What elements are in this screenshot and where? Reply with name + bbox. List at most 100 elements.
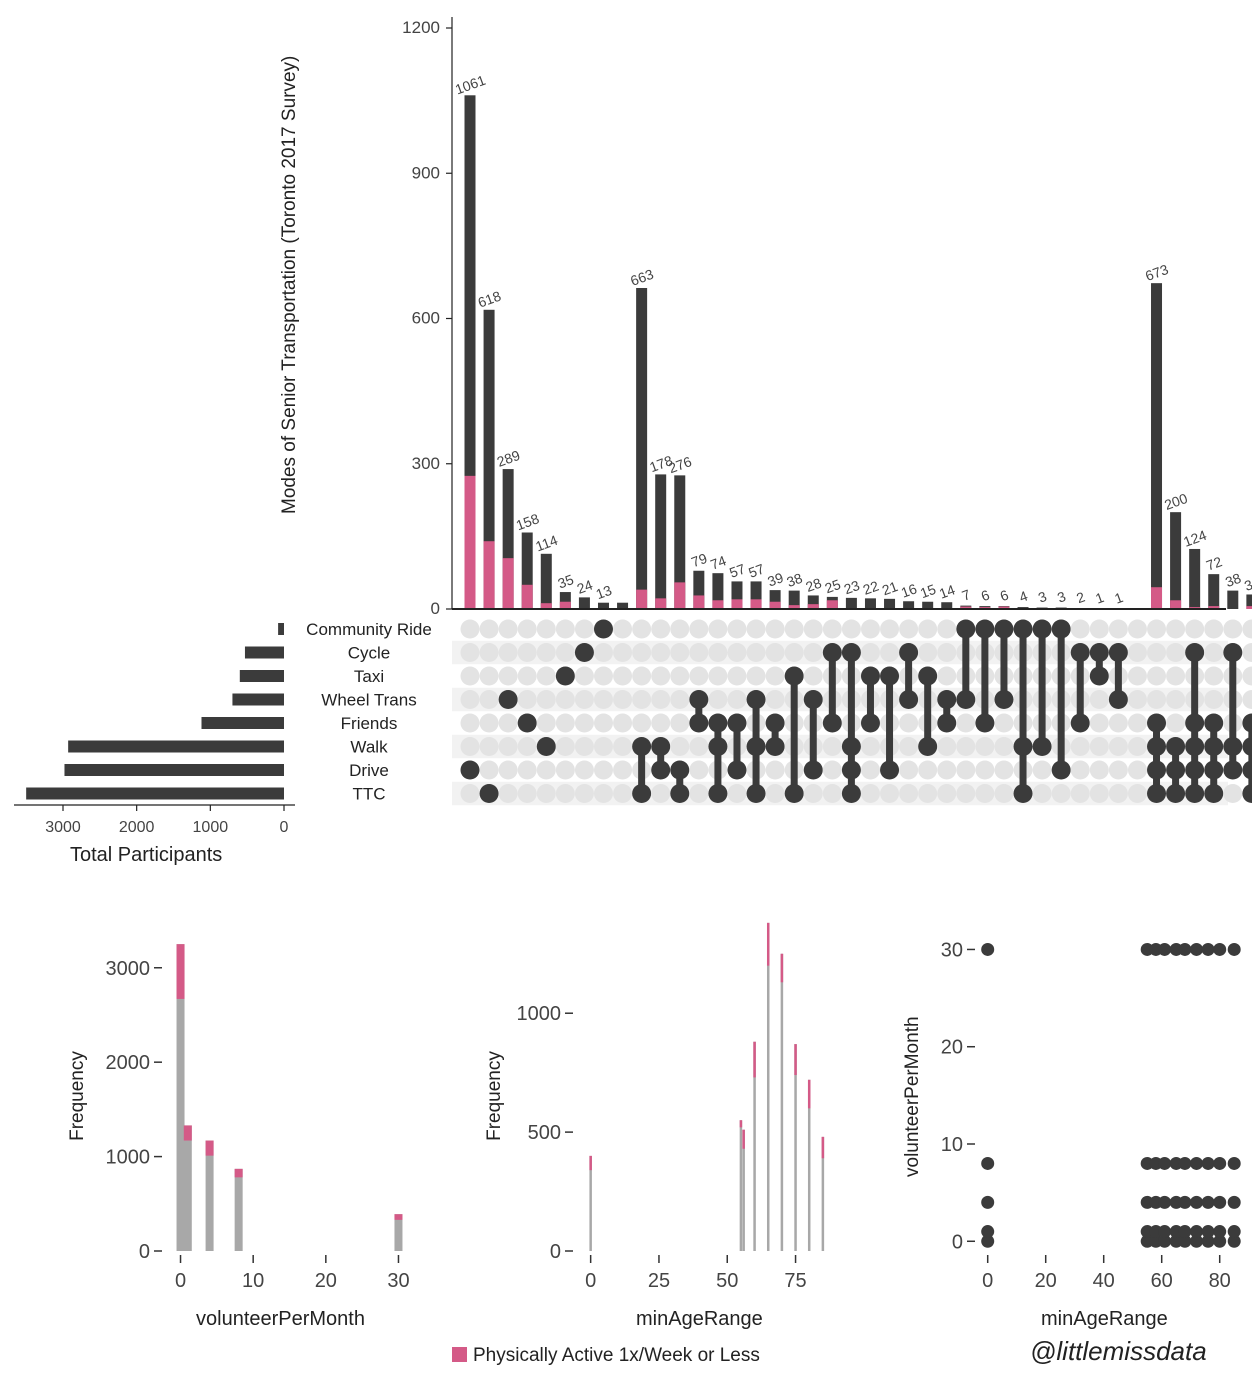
upset-y-tick-label-1: 300 — [412, 454, 440, 473]
matrix-dot-empty — [460, 690, 480, 709]
matrix-dot-filled — [1166, 737, 1186, 756]
matrix-dot-empty — [1127, 619, 1147, 639]
matrix-dot-empty — [689, 666, 709, 686]
matrix-dot-empty — [536, 643, 556, 662]
intersection-bar-highlight-18 — [807, 604, 819, 609]
matrix-dot-filled — [899, 690, 919, 709]
intersection-bar-label-14: 57 — [727, 560, 747, 580]
matrix-dot-filled — [574, 643, 594, 662]
matrix-dot-empty — [1204, 690, 1224, 709]
matrix-dot-empty — [937, 784, 957, 803]
intersection-bar-label-21: 22 — [861, 577, 881, 597]
matrix-dot-empty — [479, 690, 499, 709]
set-name-label-5: Walk — [350, 738, 388, 757]
intersection-bar-highlight-37 — [1170, 600, 1182, 609]
hist1-bar-highlight-0 — [176, 944, 185, 999]
matrix-dot-empty — [727, 666, 747, 686]
intersection-bar-label-23: 16 — [899, 580, 919, 600]
matrix-dot-empty — [651, 690, 671, 709]
matrix-dot-filled — [1070, 643, 1090, 662]
matrix-dot-empty — [727, 784, 747, 803]
matrix-dot-empty — [994, 760, 1014, 780]
matrix-dot-empty — [937, 760, 957, 780]
matrix-dot-filled — [822, 713, 842, 733]
matrix-dot-empty — [1127, 737, 1147, 756]
scatter-point — [1190, 1195, 1203, 1209]
matrix-dot-empty — [1108, 737, 1128, 756]
matrix-dot-filled — [1013, 737, 1033, 756]
intersection-bar-label-0: 1061 — [453, 72, 488, 98]
matrix-dot-filled — [1185, 643, 1205, 662]
matrix-dot-filled — [479, 784, 499, 803]
intersection-bar-18 — [807, 595, 819, 609]
matrix-dot-empty — [517, 643, 537, 662]
matrix-dot-filled — [994, 690, 1014, 709]
matrix-dot-filled — [746, 784, 766, 803]
set-name-label-2: Taxi — [354, 667, 384, 686]
hist1-x-tick-label-3: 30 — [387, 1270, 409, 1292]
matrix-dot-empty — [899, 619, 919, 639]
matrix-dot-empty — [975, 760, 995, 780]
intersection-bar-24 — [922, 601, 934, 609]
matrix-dot-empty — [956, 760, 976, 780]
hist2-bar-2 — [742, 1129, 745, 1251]
intersection-bar-highlight-2 — [502, 558, 514, 609]
hist2-bar-5 — [780, 953, 784, 1251]
matrix-dot-empty — [1089, 784, 1109, 803]
set-size-bar-3 — [232, 693, 284, 706]
scatter-x-axis-title: minAgeRange — [1041, 1308, 1168, 1330]
hist1-x-tick-label-1: 10 — [242, 1270, 264, 1292]
matrix-dot-empty — [1089, 760, 1109, 780]
matrix-dot-empty — [536, 690, 556, 709]
matrix-dot-filled — [1166, 784, 1186, 803]
hist1-bar-4 — [394, 1214, 403, 1251]
matrix-dot-empty — [555, 737, 575, 756]
matrix-dot-empty — [517, 737, 537, 756]
matrix-dot-filled — [1185, 713, 1205, 733]
matrix-dot-empty — [1089, 690, 1109, 709]
matrix-dot-filled — [1089, 666, 1109, 686]
matrix-dot-empty — [937, 666, 957, 686]
matrix-dot-empty — [670, 666, 690, 686]
matrix-dot-empty — [1166, 643, 1186, 662]
set-name-label-3: Wheel Trans — [321, 691, 416, 710]
matrix-dot-empty — [746, 619, 766, 639]
matrix-dot-empty — [727, 619, 747, 639]
intersection-bar-1 — [483, 309, 495, 609]
matrix-dot-filled — [841, 737, 861, 756]
scatter-point — [1178, 1225, 1192, 1239]
matrix-dot-empty — [517, 619, 537, 639]
legend-swatch — [452, 1347, 467, 1362]
matrix-dot-empty — [479, 619, 499, 639]
matrix-dot-empty — [765, 619, 785, 639]
matrix-dot-empty — [517, 760, 537, 780]
matrix-dot-filled — [670, 760, 690, 780]
matrix-dot-filled — [918, 666, 938, 686]
intersection-bar-highlight-28 — [998, 606, 1010, 609]
legend-label: Physically Active 1x/Week or Less — [473, 1345, 760, 1366]
matrix-dot-empty — [1108, 713, 1128, 733]
intersection-bar-label-11: 276 — [666, 453, 694, 476]
matrix-dot-filled — [746, 690, 766, 709]
matrix-dot-empty — [651, 666, 671, 686]
matrix-dot-empty — [632, 713, 652, 733]
scatter-point — [1213, 1156, 1227, 1170]
matrix-dot-filled — [1013, 619, 1033, 639]
matrix-dot-empty — [1166, 666, 1186, 686]
matrix-dot-empty — [574, 737, 594, 756]
intersection-bar-17 — [788, 590, 800, 609]
matrix-dot-filled — [1223, 737, 1243, 756]
intersection-bar-10 — [655, 474, 667, 609]
matrix-dot-empty — [708, 666, 728, 686]
matrix-dot-empty — [860, 760, 880, 780]
matrix-dot-empty — [822, 784, 842, 803]
matrix-dot-empty — [803, 784, 823, 803]
matrix-dot-empty — [1242, 690, 1252, 709]
matrix-dot-empty — [555, 784, 575, 803]
scatter-y-tick-label-1: 10 — [941, 1134, 963, 1156]
matrix-dot-filled — [1147, 713, 1167, 733]
intersection-bar-label-34: 1 — [1112, 589, 1125, 607]
hist2-bar-highlight-2 — [742, 1129, 745, 1149]
matrix-dot-empty — [1089, 737, 1109, 756]
matrix-dot-filled — [727, 713, 747, 733]
